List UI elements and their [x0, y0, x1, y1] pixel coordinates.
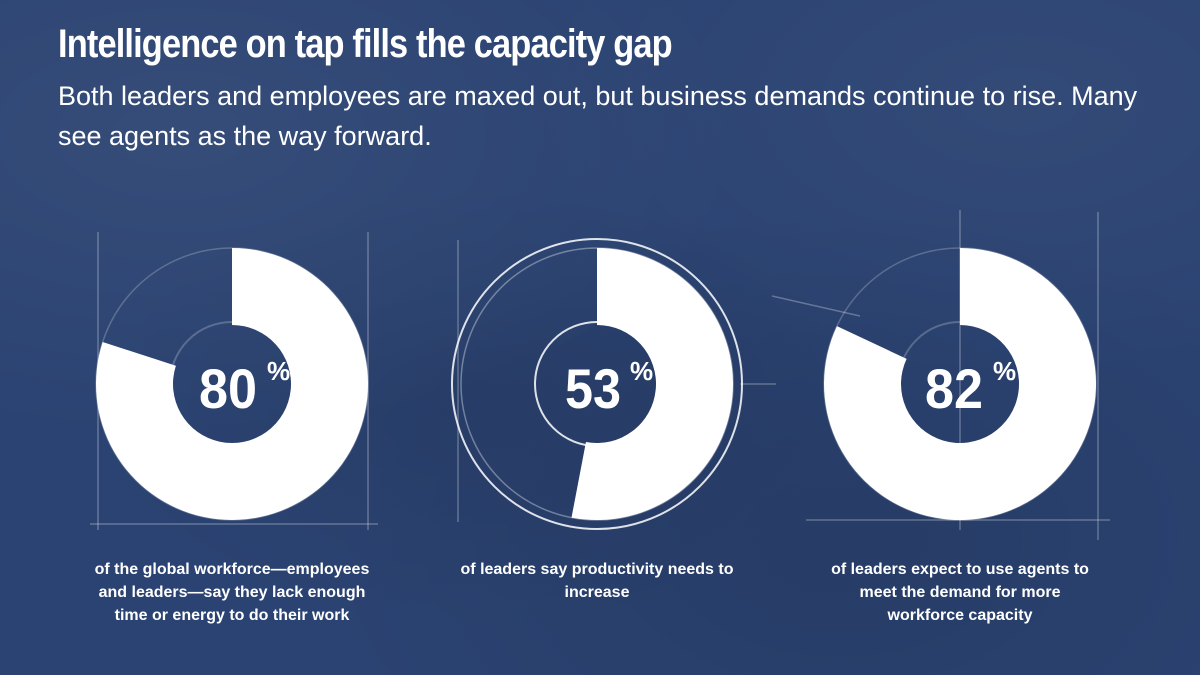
donut-1-caption: of the global workforce—employees and le… — [94, 561, 370, 624]
donut-2-outer-ring — [451, 238, 743, 530]
donut-2-unit: % — [630, 356, 653, 386]
donut-3-value: 82 — [925, 357, 983, 420]
page-subtitle: Both leaders and employees are maxed out… — [58, 81, 1138, 151]
donut-2-inner-ring — [534, 321, 660, 447]
donut-1-value: 80 — [199, 357, 257, 420]
donut-chart-1: 80 % — [95, 247, 369, 521]
donut-2-caption: of leaders say productivity needs to inc… — [460, 561, 734, 601]
donut-chart-2: 53 % — [451, 238, 743, 530]
donut-1-unit: % — [267, 356, 290, 386]
donut-2-value: 53 — [565, 357, 621, 420]
donut-3-segment — [824, 248, 1096, 520]
donut-chart-3: 82 % — [823, 247, 1097, 521]
donut-3-unit: % — [993, 356, 1016, 386]
donut-3-caption: of leaders expect to use agents to meet … — [831, 561, 1089, 624]
donut-2-segment — [571, 248, 733, 520]
donut-3-inner-ring — [897, 321, 1023, 447]
page-title: Intelligence on tap fills the capacity g… — [58, 22, 673, 66]
donut-1-inner-ring — [169, 321, 295, 447]
donut-1-segment — [95, 248, 369, 520]
